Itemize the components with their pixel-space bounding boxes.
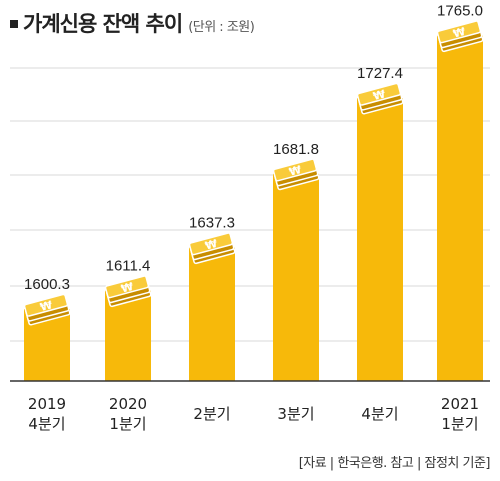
money-stack-icon: ₩ (272, 158, 320, 191)
bar-group: ₩1727.4 4분기 (356, 65, 404, 423)
money-stack-icon: ₩ (436, 20, 484, 53)
category-label: 2분기 (193, 405, 230, 423)
category-label: 1분기 (109, 415, 146, 433)
category-label: 2019 (28, 395, 66, 413)
won-sign-icon: ₩ (120, 280, 135, 296)
money-stack-icon: ₩ (188, 232, 236, 265)
stack-top (23, 293, 69, 317)
bar-group: ₩1765.0 2021 1분기 (436, 3, 484, 433)
source-note: [자료 | 한국은행. 참고 | 잠정치 기준] (298, 456, 491, 471)
title-marker-icon (10, 20, 18, 28)
stack-top (272, 158, 318, 182)
value-label: 1765.0 (437, 3, 483, 20)
money-stack-icon: ₩ (23, 293, 71, 326)
bar-group: ₩1611.4 2020 1분기 (104, 258, 152, 433)
stack-top (104, 275, 150, 299)
money-stack-icon: ₩ (104, 275, 152, 308)
bar-group: ₩1600.3 2019 4분기 (23, 276, 71, 433)
won-sign-icon: ₩ (372, 87, 387, 103)
category-label: 4분기 (361, 405, 398, 423)
category-label: 1분기 (441, 415, 478, 433)
value-label: 1611.4 (106, 258, 151, 275)
value-label: 1600.3 (24, 276, 70, 293)
won-sign-icon: ₩ (288, 163, 303, 179)
money-stack-icon: ₩ (356, 82, 404, 115)
category-label: 4분기 (28, 415, 65, 433)
category-label: 3분기 (277, 405, 314, 423)
chart-header: 가계신용 잔액 추이 (단위 : 조원) (10, 8, 255, 38)
bar-group: ₩1637.3 2분기 (188, 215, 236, 423)
value-label: 1637.3 (189, 215, 235, 232)
category-label: 2021 (441, 395, 479, 413)
bar (357, 98, 403, 382)
bar (437, 35, 483, 381)
category-label: 2020 (109, 395, 147, 413)
stack-top (188, 232, 234, 256)
stack-top (436, 20, 482, 44)
won-sign-icon: ₩ (204, 237, 219, 253)
stack-top (356, 82, 402, 106)
gridlines (10, 67, 490, 342)
value-label: 1681.8 (273, 141, 319, 158)
value-label: 1727.4 (357, 65, 403, 82)
won-sign-icon: ₩ (452, 25, 467, 41)
bar-group: ₩1681.8 3분기 (272, 141, 320, 423)
chart-title: 가계신용 잔액 추이 (23, 12, 183, 36)
unit-label: (단위 : 조원) (188, 20, 255, 35)
won-sign-icon: ₩ (39, 298, 54, 314)
bar (189, 247, 235, 381)
bar (273, 173, 319, 381)
